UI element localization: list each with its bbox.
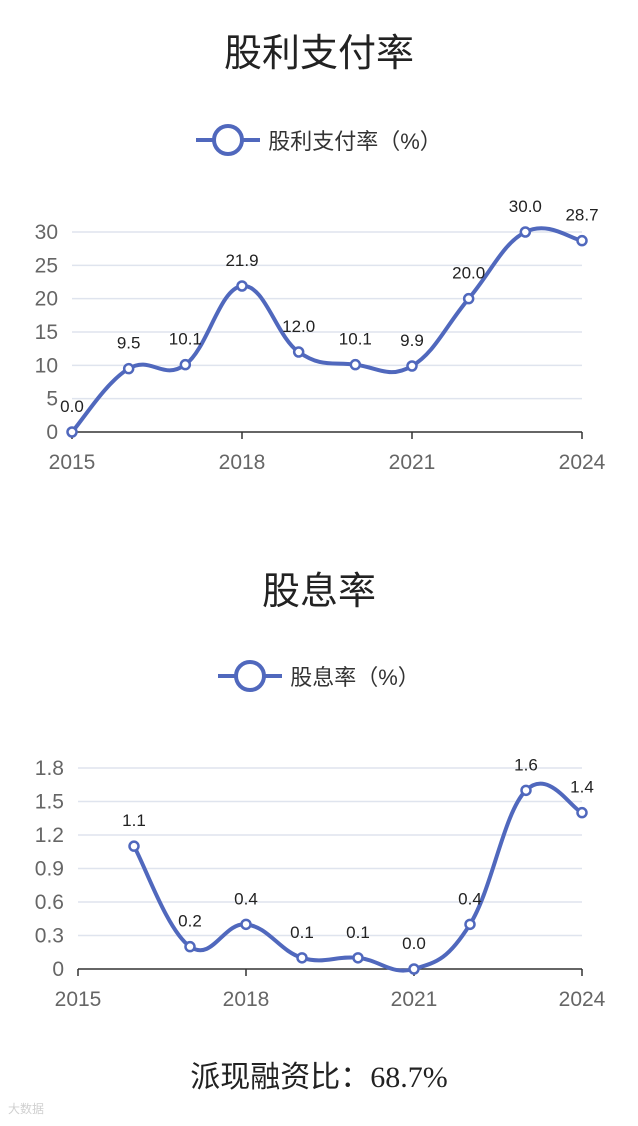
y-tick-label: 0.3 (35, 925, 64, 948)
data-label: 9.9 (400, 331, 424, 350)
y-tick-label: 0 (46, 421, 58, 444)
y-tick-label: 30 (35, 221, 58, 244)
data-point[interactable] (519, 226, 532, 238)
data-label: 0.0 (402, 934, 426, 953)
legend-line-circle-icon (196, 124, 261, 156)
data-label: 1.1 (122, 811, 146, 830)
data-point[interactable] (128, 840, 140, 852)
legend-line-circle-icon (218, 660, 283, 692)
y-tick-label: 15 (35, 321, 58, 344)
data-label: 20.0 (452, 264, 485, 283)
data-point[interactable] (408, 963, 420, 975)
data-label: 1.6 (514, 755, 538, 774)
data-point[interactable] (292, 346, 305, 358)
data-label: 0.2 (178, 912, 202, 931)
data-point[interactable] (236, 280, 248, 292)
y-tick-label: 1.8 (35, 757, 64, 780)
data-point[interactable] (352, 952, 364, 964)
data-point[interactable] (520, 784, 532, 797)
data-point[interactable] (179, 358, 192, 371)
data-label: 0.0 (60, 397, 84, 416)
data-point[interactable] (406, 360, 418, 372)
data-label: 1.4 (570, 778, 594, 797)
legend-yield[interactable]: 股息率（%） (0, 658, 638, 694)
data-point[interactable] (296, 952, 308, 964)
series-line (132, 781, 584, 973)
y-tick-label: 5 (46, 388, 58, 411)
y-tick-label: 0.6 (35, 891, 64, 914)
data-point[interactable] (576, 806, 588, 819)
x-tick-label: 2021 (389, 451, 436, 474)
data-label: 0.1 (346, 923, 370, 942)
x-tick-label: 2024 (559, 451, 606, 474)
x-tick-label: 2015 (55, 988, 102, 1011)
series-line (70, 226, 583, 434)
data-label: 10.1 (339, 330, 372, 349)
payout-financing-ratio: 派现融资比：68.7% (0, 1052, 638, 1096)
y-tick-label: 0.9 (35, 858, 64, 881)
data-point[interactable] (122, 362, 135, 375)
y-tick-label: 0 (52, 958, 64, 981)
watermark: 大数据 (8, 1102, 45, 1116)
legend-payout[interactable]: 股利支付率（%） (0, 122, 638, 158)
data-point[interactable] (240, 918, 252, 931)
x-tick-label: 2021 (391, 988, 438, 1011)
footer-label: 派现融资比： (190, 1061, 371, 1094)
data-point[interactable] (184, 940, 196, 953)
data-point[interactable] (576, 234, 588, 247)
x-tick-label: 2015 (49, 451, 96, 474)
x-tick-label: 2018 (223, 988, 270, 1011)
footer-value: 68.7% (370, 1061, 448, 1094)
legend-label-payout: 股利支付率（%） (268, 129, 442, 154)
legend-label-yield: 股息率（%） (290, 665, 420, 690)
data-label: 9.5 (117, 334, 141, 353)
data-point[interactable] (464, 918, 476, 931)
x-tick-label: 2024 (559, 988, 606, 1011)
data-label: 0.1 (290, 923, 314, 942)
chart-title-payout: 股利支付率 (223, 33, 414, 75)
y-tick-label: 20 (35, 288, 58, 311)
y-tick-label: 10 (35, 354, 58, 377)
data-label: 21.9 (225, 251, 258, 270)
y-tick-label: 25 (35, 254, 58, 277)
y-tick-label: 1.2 (35, 824, 64, 847)
x-tick-label: 2018 (219, 451, 266, 474)
data-label: 10.1 (169, 330, 202, 349)
chart-title-yield: 股息率 (261, 571, 376, 613)
data-label: 0.4 (234, 889, 258, 908)
data-point[interactable] (349, 358, 362, 371)
data-label: 0.4 (458, 889, 482, 908)
y-tick-label: 1.5 (35, 791, 64, 814)
data-label: 28.7 (565, 206, 598, 225)
data-label: 12.0 (282, 317, 315, 336)
payout-ratio-plot: 0 5 10 15 20 25 30 2015 2018 2021 2024 0.0 9.5 10.1 21… (35, 197, 606, 474)
data-point[interactable] (462, 292, 475, 305)
data-point[interactable] (66, 426, 78, 438)
dividend-yield-plot: 0 0.3 0.6 0.9 1.2 1.5 1.8 2015 2018 2021 2024 1.1 0.… (35, 755, 606, 1011)
data-label: 30.0 (509, 197, 542, 216)
